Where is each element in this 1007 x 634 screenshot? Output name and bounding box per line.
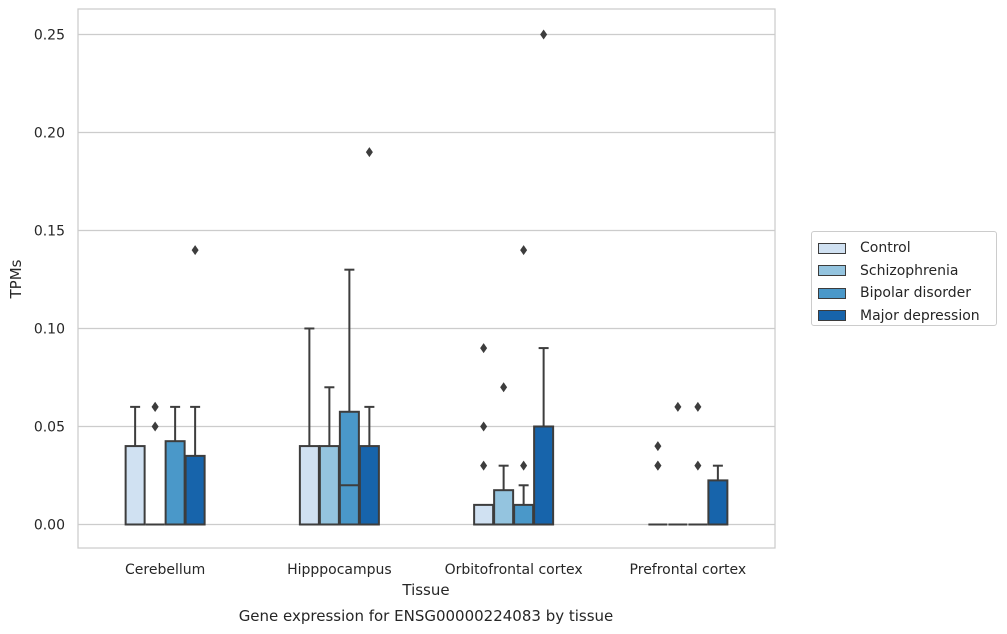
outlier-point — [540, 29, 548, 40]
outlier-point — [480, 343, 488, 354]
box-group — [473, 343, 495, 526]
outlier-point — [500, 382, 508, 393]
x-tick-label: Hipppocampus — [287, 562, 392, 578]
x-tick-label: Prefrontal cortex — [630, 562, 747, 578]
x-axis-ticks: Cerebellum Hipppocampus Orbitofrontal cort… — [125, 562, 746, 578]
y-tick-label: 0.05 — [34, 419, 65, 435]
outlier-point — [674, 401, 682, 412]
outlier-point — [520, 245, 528, 256]
box-group — [533, 29, 555, 526]
box-group — [318, 386, 340, 526]
legend-item-major-depression: Major depression — [818, 305, 996, 328]
y-axis-label: TPMs — [7, 259, 25, 299]
box-rect — [184, 454, 206, 526]
x-axis-label: Tissue — [401, 581, 449, 599]
legend-swatch-control — [818, 242, 846, 254]
legend-swatch-bipolar-disorder — [818, 287, 846, 299]
legend: Control Schizophrenia Bipolar disorder M… — [811, 231, 997, 326]
box-rect — [318, 445, 340, 526]
box-rect — [358, 445, 380, 526]
box-rect — [533, 425, 555, 526]
outlier-point — [694, 401, 702, 412]
legend-swatch-major-depression — [818, 310, 846, 322]
outlier-point — [151, 421, 159, 432]
legend-item-control: Control — [818, 237, 996, 260]
y-tick-label: 0.10 — [34, 321, 65, 337]
box-group — [668, 401, 688, 526]
y-tick-label: 0.00 — [34, 517, 65, 533]
box-group — [124, 405, 146, 526]
box-group — [358, 147, 380, 526]
outlier-point — [480, 460, 488, 471]
outlier-point — [694, 460, 702, 471]
legend-item-schizophrenia: Schizophrenia — [818, 260, 996, 283]
y-tick-label: 0.20 — [34, 125, 65, 141]
box-rect — [164, 440, 186, 526]
chart-caption: Gene expression for ENSG00000224083 by t… — [239, 607, 614, 625]
box-group — [648, 441, 668, 526]
box-group — [707, 464, 729, 526]
legend-label: Control — [860, 240, 911, 257]
legend-label: Bipolar disorder — [860, 285, 972, 302]
y-axis-ticks: 0.00 0.05 0.10 0.15 0.20 0.25 — [34, 27, 65, 533]
outlier-point — [151, 401, 159, 412]
box-group — [513, 245, 535, 526]
box-rect — [124, 445, 146, 526]
box-rect — [493, 489, 515, 526]
box-group — [164, 405, 186, 526]
x-tick-label: Cerebellum — [125, 562, 205, 578]
box-rect — [513, 503, 535, 526]
box-group — [688, 401, 708, 526]
box-group — [493, 382, 515, 526]
legend-swatch-schizophrenia — [818, 265, 846, 277]
outlier-point — [365, 147, 373, 158]
box-rect — [298, 445, 320, 526]
box-group — [338, 268, 360, 526]
box-group — [184, 245, 206, 526]
box-rect — [707, 479, 729, 526]
box-group — [145, 401, 165, 526]
outlier-point — [480, 421, 488, 432]
legend-label: Major depression — [860, 307, 980, 324]
legend-label: Schizophrenia — [860, 262, 959, 279]
outlier-point — [654, 441, 662, 452]
box-rect — [338, 410, 360, 526]
x-tick-label: Orbitofrontal cortex — [445, 562, 583, 578]
plot-frame — [77, 8, 776, 549]
outlier-point — [520, 460, 528, 471]
y-tick-label: 0.15 — [34, 223, 65, 239]
outlier-point — [191, 245, 199, 256]
boxes-layer — [124, 29, 729, 526]
box-rect — [473, 503, 495, 526]
y-tick-label: 0.25 — [34, 27, 65, 43]
outlier-point — [654, 460, 662, 471]
legend-item-bipolar-disorder: Bipolar disorder — [818, 282, 996, 305]
